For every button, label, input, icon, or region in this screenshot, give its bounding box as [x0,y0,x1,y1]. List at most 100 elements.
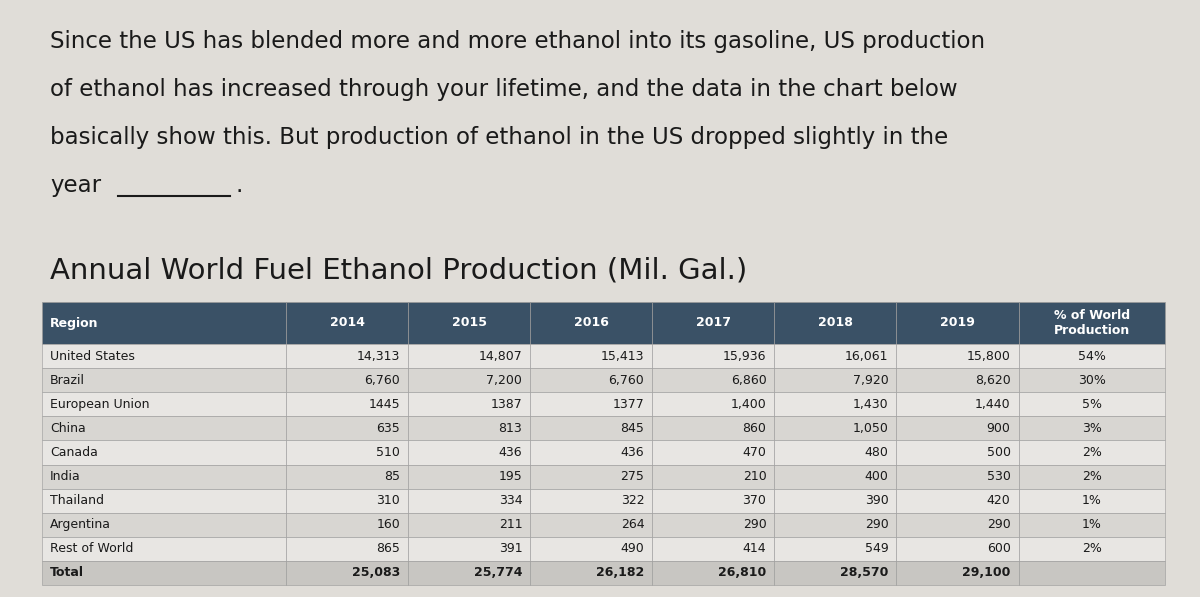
Bar [774,441,896,464]
Bar [42,513,286,537]
Text: 290: 290 [865,518,888,531]
Bar [653,561,774,585]
Text: 1377: 1377 [612,398,644,411]
Text: 470: 470 [743,446,767,459]
Text: 2018: 2018 [818,316,853,330]
Bar [42,441,286,464]
Bar [1019,537,1165,561]
Bar [774,513,896,537]
Text: 6,760: 6,760 [608,374,644,387]
Text: 85: 85 [384,470,400,483]
Bar [1019,488,1165,513]
Text: 28,570: 28,570 [840,567,888,580]
Bar [286,488,408,513]
Text: 264: 264 [620,518,644,531]
Bar [286,441,408,464]
Bar [408,513,530,537]
Text: India: India [50,470,80,483]
Text: 26,182: 26,182 [596,567,644,580]
Text: 865: 865 [377,542,400,555]
Text: 15,936: 15,936 [722,350,767,362]
Text: 54%: 54% [1078,350,1105,362]
Text: 414: 414 [743,542,767,555]
Text: Annual World Fuel Ethanol Production (Mil. Gal.): Annual World Fuel Ethanol Production (Mi… [50,257,748,285]
Bar [530,344,653,368]
Bar [1019,464,1165,488]
Text: 900: 900 [986,422,1010,435]
Text: 1,400: 1,400 [731,398,767,411]
Text: 6,860: 6,860 [731,374,767,387]
Bar [530,464,653,488]
Text: 1%: 1% [1082,518,1102,531]
Text: 1445: 1445 [368,398,400,411]
Text: 14,313: 14,313 [356,350,400,362]
Bar [408,488,530,513]
Text: Canada: Canada [50,446,98,459]
Bar [286,464,408,488]
Text: 290: 290 [986,518,1010,531]
Text: 15,413: 15,413 [601,350,644,362]
Bar [653,513,774,537]
Text: Since the US has blended more and more ethanol into its gasoline, US production: Since the US has blended more and more e… [50,30,985,53]
Bar [530,368,653,392]
Text: 860: 860 [743,422,767,435]
Bar [408,416,530,441]
Bar [408,537,530,561]
Bar [774,561,896,585]
Bar [653,344,774,368]
Bar [896,302,1019,344]
Text: 160: 160 [377,518,400,531]
Text: 1,430: 1,430 [853,398,888,411]
Text: 16,061: 16,061 [845,350,888,362]
Text: 391: 391 [499,542,522,555]
Text: 2019: 2019 [940,316,974,330]
Text: 436: 436 [620,446,644,459]
Text: 2014: 2014 [330,316,365,330]
Bar [653,368,774,392]
Bar [896,561,1019,585]
Text: 195: 195 [498,470,522,483]
Bar [653,302,774,344]
Text: 436: 436 [499,446,522,459]
Bar [896,344,1019,368]
Text: 500: 500 [986,446,1010,459]
Bar [774,537,896,561]
Bar [896,416,1019,441]
Bar [286,537,408,561]
Text: 370: 370 [743,494,767,507]
Bar [286,368,408,392]
Bar [530,513,653,537]
Bar [408,392,530,416]
Text: 7,200: 7,200 [486,374,522,387]
Text: 2%: 2% [1082,542,1102,555]
Bar [530,392,653,416]
Bar [896,488,1019,513]
Text: 400: 400 [864,470,888,483]
Bar [1019,441,1165,464]
Text: Region: Region [50,316,98,330]
Text: Argentina: Argentina [50,518,112,531]
Bar [653,464,774,488]
Text: 322: 322 [620,494,644,507]
Bar [1019,344,1165,368]
Text: 7,920: 7,920 [853,374,888,387]
Bar [286,344,408,368]
Text: 635: 635 [377,422,400,435]
Bar [408,464,530,488]
Text: 845: 845 [620,422,644,435]
Bar [530,302,653,344]
Bar [530,488,653,513]
Bar [42,392,286,416]
Bar [286,392,408,416]
Text: 8,620: 8,620 [974,374,1010,387]
Bar [653,416,774,441]
Bar [286,302,408,344]
Text: 6,760: 6,760 [365,374,400,387]
Bar [1019,392,1165,416]
Text: 2%: 2% [1082,446,1102,459]
Text: 26,810: 26,810 [718,567,767,580]
Bar [774,302,896,344]
Bar [774,488,896,513]
Text: 530: 530 [986,470,1010,483]
Text: 5%: 5% [1081,398,1102,411]
